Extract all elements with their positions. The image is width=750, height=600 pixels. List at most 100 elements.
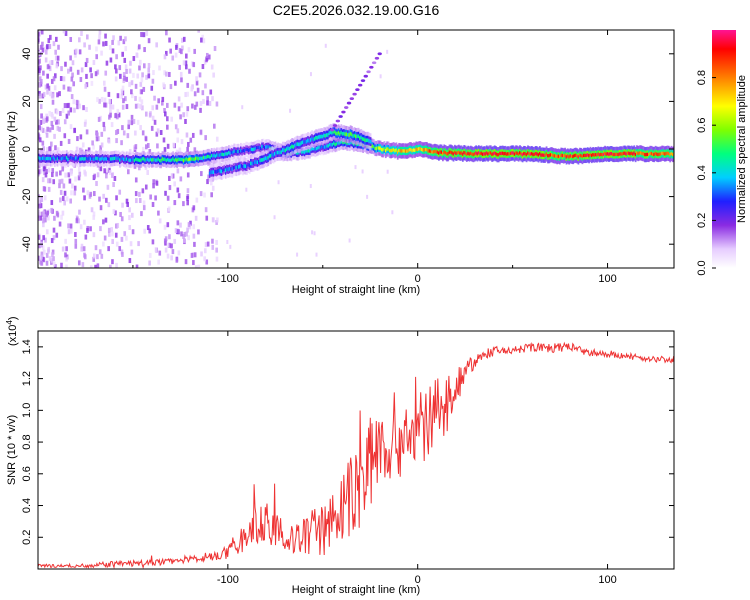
ridge-core <box>650 151 653 156</box>
speckle-cell <box>78 49 82 55</box>
ridge-core <box>451 151 454 155</box>
ridge-core <box>315 146 318 151</box>
ridge-core <box>471 152 474 156</box>
ridge-core <box>59 156 62 160</box>
ridge-core <box>101 156 104 160</box>
speckle-cell <box>153 119 157 125</box>
ridge-core <box>387 147 390 151</box>
ridge-core <box>319 135 321 139</box>
ridge-core <box>246 147 249 152</box>
speckle-cell <box>86 227 89 233</box>
ridge-core <box>442 151 444 156</box>
ridge-core <box>61 156 64 160</box>
ridge-core <box>239 164 242 168</box>
speckle-cell <box>142 146 145 152</box>
speckle-cell <box>130 249 134 255</box>
ridge-core <box>468 152 471 156</box>
speckle-cell <box>55 119 58 125</box>
speckle-cell <box>111 238 114 244</box>
speckle-cell <box>170 255 173 261</box>
y-tick-label: 40 <box>21 48 33 60</box>
ridge-core <box>181 157 184 162</box>
ridge-core <box>528 152 531 156</box>
speckle-cell <box>145 144 148 150</box>
speckle-cell <box>111 104 115 110</box>
ridge-core <box>77 156 80 160</box>
snr-frame <box>37 330 675 570</box>
speckle-cell <box>53 133 56 139</box>
ridge-core <box>268 154 271 158</box>
ridge-core <box>89 157 92 161</box>
speckle-cell <box>126 202 129 208</box>
speckle-cell <box>135 52 139 58</box>
speckle-cell <box>128 68 132 74</box>
ridge-core <box>577 155 580 159</box>
ridge-core <box>601 153 604 157</box>
speckle-cell <box>86 34 89 40</box>
speckle-cell <box>184 118 187 124</box>
speckle-cell <box>65 196 69 202</box>
speckle-cell <box>39 65 42 71</box>
streak-cell <box>335 119 341 123</box>
ridge-core <box>240 164 243 168</box>
speckle-cell <box>166 222 170 228</box>
colorbar-tick-label: 0.4 <box>696 165 708 180</box>
ridge-core <box>557 154 560 158</box>
speckle-cell <box>125 68 128 74</box>
speckle-cell <box>144 111 148 117</box>
speckle-cell <box>123 231 127 237</box>
ridge-core <box>539 151 541 156</box>
ridge-core <box>283 148 286 152</box>
snr-x-ticks: -100 0 100 <box>217 331 617 586</box>
ridge-core <box>492 152 495 156</box>
speckle-cell <box>140 89 143 95</box>
speckle-cell <box>97 39 101 45</box>
ridge-core <box>216 169 219 174</box>
ridge-core <box>229 151 232 156</box>
speckle-cell <box>120 216 124 222</box>
streak-cell <box>377 52 382 56</box>
speckle-cell <box>205 259 209 265</box>
speckle-cell <box>70 190 73 196</box>
speckle-cell <box>154 247 158 253</box>
ridge-core <box>626 151 629 155</box>
speckle-cell <box>38 137 42 143</box>
speckle-cell <box>168 71 171 77</box>
speckle-cell <box>201 90 205 96</box>
ridge-core <box>237 149 240 154</box>
ridge-core <box>624 151 626 155</box>
ridge-core <box>131 158 133 162</box>
ridge-core <box>352 134 355 138</box>
speckle-cell <box>102 41 105 47</box>
ridge-core <box>99 157 101 162</box>
ridge-core <box>641 151 644 156</box>
ridge-core <box>250 161 252 166</box>
ridge-core <box>594 152 597 157</box>
ridge-core <box>222 168 224 173</box>
ridge-core <box>301 140 304 145</box>
ridge-core <box>164 157 167 161</box>
speckle-cell <box>105 173 108 179</box>
ridge-core <box>236 165 239 170</box>
speckle-cell <box>185 64 188 70</box>
ridge-core <box>519 151 521 155</box>
ridge-core <box>394 149 396 153</box>
speckle-cell <box>84 62 88 68</box>
speckle-cell <box>110 227 113 233</box>
ridge-core <box>448 150 451 154</box>
ridge-core <box>392 148 395 152</box>
ridge-core <box>440 150 443 154</box>
speckle-cell <box>118 65 122 71</box>
speckle-cell <box>166 242 170 248</box>
speckle-cell <box>166 102 169 108</box>
ridge-core <box>496 153 499 157</box>
ridge-core <box>178 157 181 162</box>
speckle-cell <box>114 76 118 82</box>
speckle-cell <box>89 265 93 268</box>
speckle-cell <box>50 60 54 66</box>
speckle-cell <box>172 142 176 148</box>
ridge-core <box>234 149 237 154</box>
speckle-cell <box>80 30 83 36</box>
speckle-cell <box>118 246 122 252</box>
speckle-cell <box>65 113 69 119</box>
